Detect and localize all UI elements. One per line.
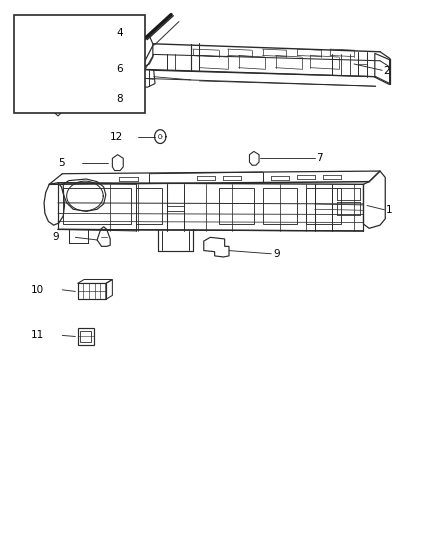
Text: 6: 6: [117, 64, 124, 74]
Text: 11: 11: [31, 330, 44, 341]
Bar: [14, 14, 145, 113]
Text: 5: 5: [58, 158, 64, 167]
Text: 9: 9: [52, 232, 59, 243]
Text: 9: 9: [273, 249, 279, 259]
Bar: [80, 330, 92, 342]
Bar: [262, 188, 297, 224]
Bar: [78, 328, 94, 345]
Text: 8: 8: [117, 94, 124, 104]
Text: 10: 10: [31, 285, 44, 295]
Bar: [306, 188, 341, 224]
Text: 7: 7: [317, 154, 323, 163]
Bar: [78, 284, 106, 300]
Bar: [219, 188, 254, 224]
Text: 2: 2: [384, 66, 390, 76]
Text: 12: 12: [110, 132, 123, 142]
Bar: [63, 188, 131, 224]
Text: 4: 4: [117, 28, 124, 38]
Bar: [136, 188, 162, 224]
Text: 1: 1: [386, 205, 392, 215]
